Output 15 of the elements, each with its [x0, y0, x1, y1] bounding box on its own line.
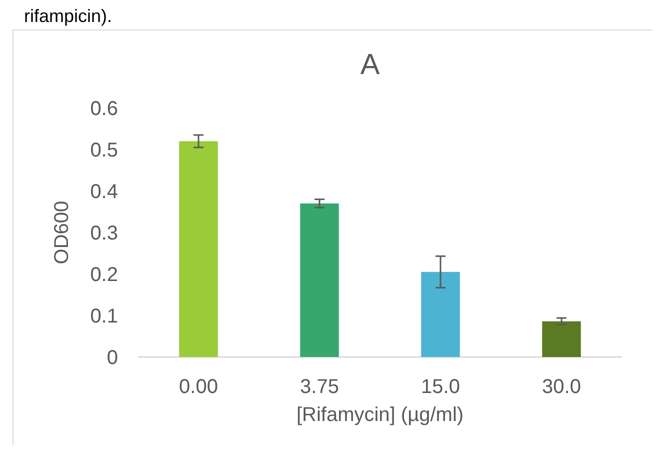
y-tick-label: 0.4 [90, 181, 118, 203]
y-tick-label: 0.5 [90, 140, 118, 162]
x-tick-label: 15.0 [421, 376, 460, 398]
x-tick-label: 3.75 [300, 376, 339, 398]
x-tick-label: 30.0 [542, 376, 581, 398]
x-axis-title: [Rifamycin] (µg/ml) [296, 404, 464, 426]
y-tick-label: 0.2 [90, 264, 118, 286]
chart-title: A [360, 49, 380, 81]
x-tick-label: 0.00 [179, 376, 218, 398]
text: rifampicin). [24, 6, 112, 26]
y-tick-label: 0 [106, 347, 118, 369]
y-tick-label: 0.6 [90, 98, 118, 120]
y-tick-label: 0.3 [90, 222, 118, 244]
y-tick-label: 0.1 [90, 306, 118, 328]
y-axis-title: OD600 [51, 200, 73, 264]
